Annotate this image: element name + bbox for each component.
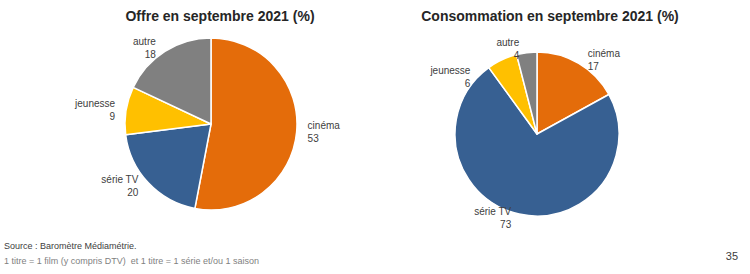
svg-text:cinéma: cinéma [588,48,621,59]
svg-text:cinéma: cinéma [308,120,341,131]
svg-text:autre: autre [496,37,519,48]
svg-text:53: 53 [308,133,320,144]
svg-text:9: 9 [110,111,116,122]
svg-text:jeunesse: jeunesse [429,65,470,76]
svg-text:35: 35 [726,250,738,262]
svg-text:17: 17 [588,61,600,72]
svg-text:Consommation en septembre 2021: Consommation en septembre 2021 (%) [421,8,679,24]
svg-text:20: 20 [127,187,139,198]
svg-text:73: 73 [500,219,512,230]
svg-text:série TV: série TV [101,174,138,185]
svg-text:série TV: série TV [474,206,511,217]
svg-text:autre: autre [133,36,156,47]
svg-text:Source : Baromètre Médiamétrie: Source : Baromètre Médiamétrie. [4,241,137,251]
svg-text:4: 4 [514,50,520,61]
svg-text:1 titre = 1 film (y compris DT: 1 titre = 1 film (y compris DTV) et 1 ti… [4,256,259,266]
svg-text:jeunesse: jeunesse [74,98,115,109]
svg-text:Offre en septembre 2021 (%): Offre en septembre 2021 (%) [125,8,314,24]
svg-text:6: 6 [465,78,471,89]
svg-text:18: 18 [145,49,157,60]
